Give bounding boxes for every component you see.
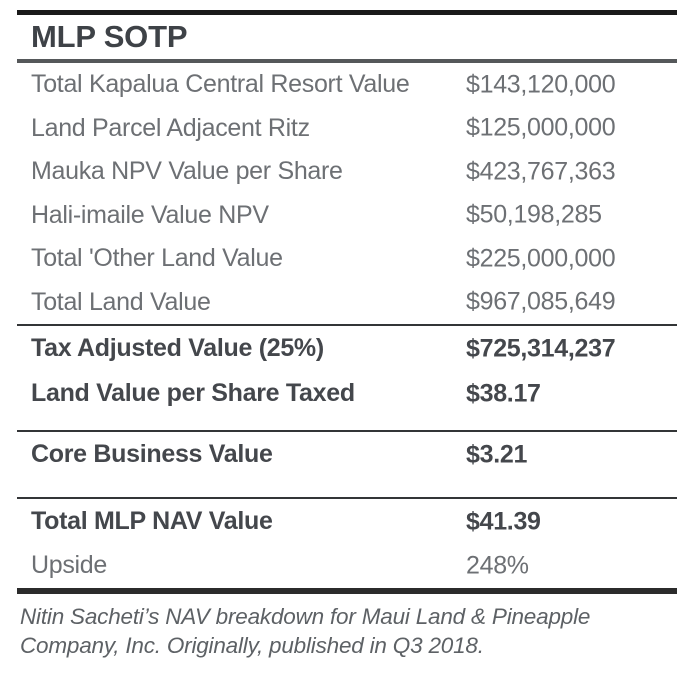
table-row: Total 'Other Land Value $225,000,000 [0,237,693,281]
table-caption: Nitin Sacheti’s NAV breakdown for Maui L… [20,603,591,658]
top-rule [17,10,677,15]
table-row: Hali-imaile Value NPV $50,198,285 [0,194,693,238]
row-value: $725,314,237 [466,334,616,362]
row-value: $143,120,000 [466,70,616,99]
page-title: MLP SOTP [31,19,188,54]
row-spacer [0,477,693,497]
table-row: Mauka NPV Value per Share $423,767,363 [0,150,693,194]
row-label: Mauka NPV Value per Share [31,157,343,186]
table-row: Land Parcel Adjacent Ritz $125,000,000 [0,107,693,151]
row-label: Core Business Value [31,440,273,468]
sotp-table: MLP SOTP Total Kapalua Central Resort Va… [0,10,693,658]
row-label: Total Land Value [31,287,211,316]
section-divider [17,497,677,499]
bottom-rule [17,587,677,594]
table-row: Upside 248% [0,544,693,588]
table-row: Land Value per Share Taxed $38.17 [0,371,693,416]
title-rule [17,59,677,63]
row-value: 248% [466,551,529,580]
row-value: $38.17 [466,379,541,407]
row-value: $50,198,285 [466,200,602,229]
row-label: Upside [31,551,108,580]
row-value: $967,085,649 [466,287,616,316]
table-row: Core Business Value $3.21 [0,432,693,477]
row-label: Total 'Other Land Value [31,244,283,273]
row-label: Tax Adjusted Value (25%) [31,334,324,362]
section-divider [17,324,677,326]
row-value: $41.39 [466,507,541,535]
table-row: Total MLP NAV Value $41.39 [0,499,693,544]
table-header: MLP SOTP [0,15,693,59]
row-value: $225,000,000 [466,244,616,273]
row-label: Total MLP NAV Value [31,507,273,535]
section-divider [17,430,677,432]
row-spacer [0,416,693,430]
row-value: $423,767,363 [466,157,616,186]
row-label: Land Value per Share Taxed [31,379,355,407]
row-value: $125,000,000 [466,113,616,142]
table-row: Total Kapalua Central Resort Value $143,… [0,63,693,107]
row-label: Land Parcel Adjacent Ritz [31,113,310,142]
row-value: $3.21 [466,440,528,468]
row-label: Hali-imaile Value NPV [31,200,269,229]
table-row: Tax Adjusted Value (25%) $725,314,237 [0,326,693,371]
table-row: Total Land Value $967,085,649 [0,281,693,325]
row-label: Total Kapalua Central Resort Value [31,70,410,99]
